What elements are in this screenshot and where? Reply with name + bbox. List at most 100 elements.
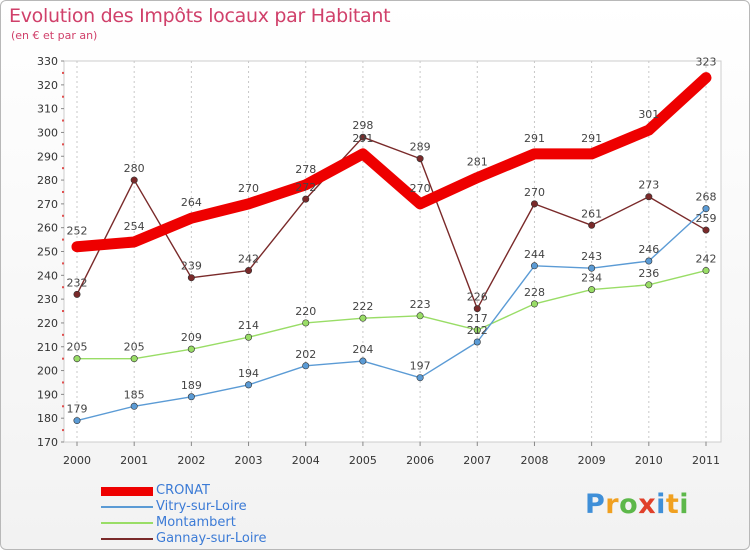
data-label: 246 xyxy=(638,243,659,256)
y-tick-label: 200 xyxy=(37,365,58,378)
data-label: 252 xyxy=(67,225,88,238)
data-label: 205 xyxy=(124,341,145,354)
data-point xyxy=(416,155,424,163)
y-tick-label: 320 xyxy=(37,79,58,92)
data-point xyxy=(245,381,253,389)
data-point xyxy=(130,355,138,363)
data-label: 291 xyxy=(352,132,373,145)
data-label: 270 xyxy=(410,182,431,195)
legend-label: Montambert xyxy=(156,515,236,530)
data-label: 278 xyxy=(295,163,316,176)
data-point xyxy=(187,345,195,353)
data-label: 223 xyxy=(410,298,431,311)
y-minor-tick xyxy=(62,167,64,170)
y-tick-label: 260 xyxy=(37,222,58,235)
x-tick-label: 2009 xyxy=(578,454,606,467)
y-tick-label: 300 xyxy=(37,126,58,139)
data-point xyxy=(530,200,538,208)
data-label: 268 xyxy=(696,191,717,204)
data-label: 228 xyxy=(524,286,545,299)
data-point xyxy=(187,393,195,401)
data-point xyxy=(588,221,596,229)
data-label: 259 xyxy=(696,212,717,225)
logo-letter: o xyxy=(619,489,639,520)
data-label: 179 xyxy=(67,403,88,416)
y-tick-label: 170 xyxy=(37,436,58,449)
y-minor-tick xyxy=(62,143,64,146)
y-minor-tick xyxy=(62,262,64,265)
y-minor-tick xyxy=(62,71,64,74)
data-point xyxy=(416,312,424,320)
data-point xyxy=(302,319,310,327)
data-point xyxy=(359,357,367,365)
logo-letter: i xyxy=(679,489,690,520)
data-label: 264 xyxy=(181,196,202,209)
data-label: 209 xyxy=(181,331,202,344)
data-label: 272 xyxy=(295,181,316,194)
data-label: 226 xyxy=(467,291,488,304)
legend-swatch xyxy=(101,538,153,540)
x-tick-label: 2000 xyxy=(63,454,91,467)
y-tick-label: 330 xyxy=(37,55,58,68)
data-label: 234 xyxy=(581,272,602,285)
y-tick-label: 230 xyxy=(37,293,58,306)
legend-label: Vitry-sur-Loire xyxy=(156,499,247,514)
data-point xyxy=(245,333,253,341)
y-minor-tick xyxy=(62,429,64,432)
y-minor-tick xyxy=(62,214,64,217)
data-label: 270 xyxy=(524,186,545,199)
y-minor-tick xyxy=(62,119,64,122)
data-label: 204 xyxy=(352,343,373,356)
data-label: 205 xyxy=(67,341,88,354)
data-point xyxy=(302,195,310,203)
y-minor-tick xyxy=(62,381,64,384)
y-minor-tick xyxy=(62,95,64,98)
x-tick-label: 2004 xyxy=(292,454,320,467)
data-point xyxy=(73,355,81,363)
data-label: 212 xyxy=(467,324,488,337)
x-tick-label: 2006 xyxy=(406,454,434,467)
data-label: 194 xyxy=(238,367,259,380)
data-label: 239 xyxy=(181,260,202,273)
y-minor-tick xyxy=(62,310,64,313)
data-label: 261 xyxy=(581,207,602,220)
data-point xyxy=(645,281,653,289)
logo-letter: x xyxy=(638,489,657,520)
logo-letter: t xyxy=(665,489,680,520)
data-label: 242 xyxy=(238,253,259,266)
data-point xyxy=(359,314,367,322)
y-tick-label: 190 xyxy=(37,388,58,401)
series-line-Vitry-sur-Loire xyxy=(76,207,707,422)
legend-label: Gannay-sur-Loire xyxy=(156,531,267,546)
data-point xyxy=(416,374,424,382)
data-point xyxy=(473,326,481,334)
series-line-CRONAT xyxy=(71,72,712,253)
y-tick-label: 250 xyxy=(37,246,58,259)
x-tick-label: 2003 xyxy=(235,454,263,467)
data-point xyxy=(702,226,710,234)
x-tick-label: 2001 xyxy=(120,454,148,467)
y-tick-label: 240 xyxy=(37,269,58,282)
data-label: 301 xyxy=(638,108,659,121)
data-point xyxy=(530,262,538,270)
plot-area xyxy=(63,60,722,443)
x-tick-label: 2005 xyxy=(349,454,377,467)
chart-title: Evolution des Impôts locaux par Habitant xyxy=(9,5,391,27)
y-tick-label: 210 xyxy=(37,341,58,354)
data-point xyxy=(73,417,81,425)
data-label: 244 xyxy=(524,248,545,261)
y-tick-label: 180 xyxy=(37,412,58,425)
data-point xyxy=(645,257,653,265)
x-tick-label: 2007 xyxy=(463,454,491,467)
data-point xyxy=(530,300,538,308)
data-label: 197 xyxy=(410,360,431,373)
x-tick-label: 2011 xyxy=(692,454,720,467)
chart-subtitle: (en € et par an) xyxy=(11,29,98,42)
logo-letter: P xyxy=(585,489,606,520)
y-minor-tick xyxy=(62,333,64,336)
data-point xyxy=(245,267,253,275)
y-minor-tick xyxy=(62,357,64,360)
series-line-Gannay-sur-Loire xyxy=(76,136,707,310)
data-label: 236 xyxy=(638,267,659,280)
